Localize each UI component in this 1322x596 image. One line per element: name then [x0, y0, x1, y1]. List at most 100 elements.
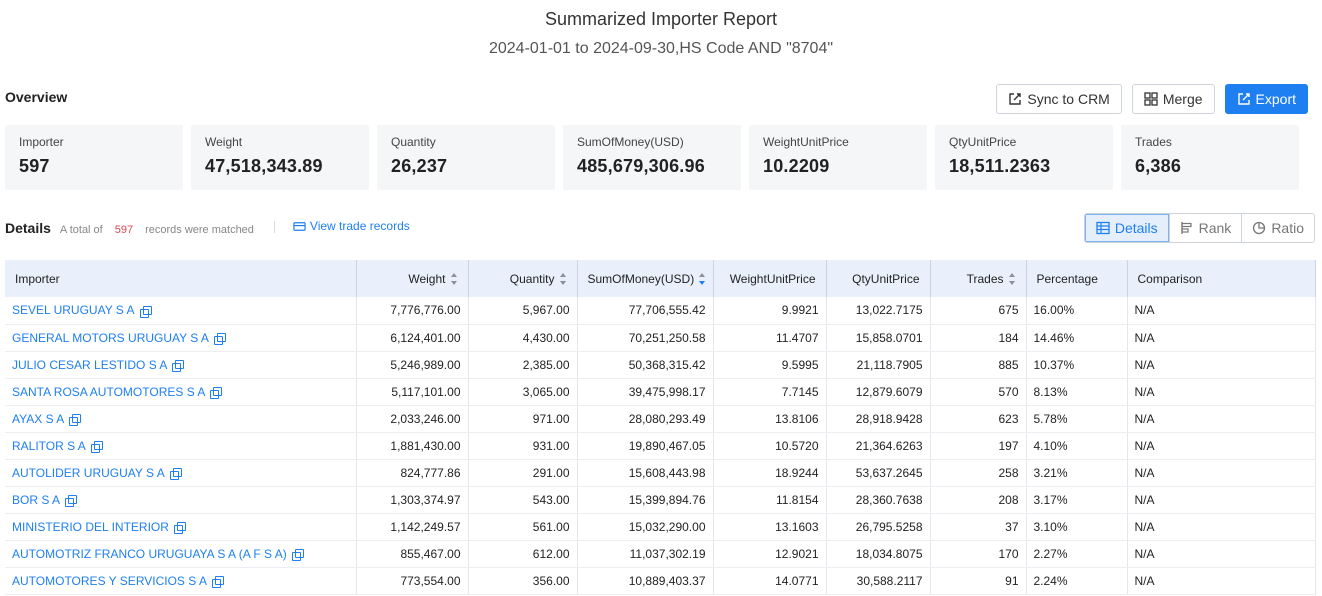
- importer-name-link[interactable]: RALITOR S A: [12, 438, 86, 453]
- copy-icon[interactable]: [139, 305, 152, 318]
- cell-sum-of-money: 15,399,894.76: [577, 486, 714, 514]
- cell-importer[interactable]: SANTA ROSA AUTOMOTORES S A: [5, 378, 357, 406]
- details-heading: Details: [5, 219, 51, 236]
- sort-icon[interactable]: [1008, 273, 1016, 286]
- card-importer: Importer 597: [5, 125, 183, 190]
- sort-desc-icon[interactable]: [699, 273, 706, 286]
- importer-name-link[interactable]: SANTA ROSA AUTOMOTORES S A: [12, 384, 206, 399]
- cell-qty-unit-price: 18,034.8075: [826, 540, 931, 568]
- cell-comparison: N/A: [1127, 405, 1316, 433]
- cell-sum-of-money: 28,080,293.49: [577, 405, 714, 433]
- sort-icon[interactable]: [559, 273, 567, 286]
- tab-rank[interactable]: Rank: [1168, 214, 1242, 242]
- tab-ratio[interactable]: Ratio: [1241, 214, 1314, 242]
- cell-importer[interactable]: MINISTERIO DEL INTERIOR: [5, 513, 357, 541]
- column-header-label: Comparison: [1137, 271, 1203, 286]
- column-header-label: Importer: [15, 271, 60, 286]
- cell-weight-unit-price: 9.5995: [713, 351, 827, 379]
- copy-icon[interactable]: [173, 521, 186, 534]
- importer-name-link[interactable]: GENERAL MOTORS URUGUAY S A: [12, 330, 209, 345]
- cell-importer[interactable]: BOR S A: [5, 486, 357, 514]
- view-trade-records-label: View trade records: [309, 219, 410, 233]
- copy-icon[interactable]: [291, 548, 304, 561]
- column-header-label: SumOfMoney(USD): [587, 271, 695, 286]
- cell-comparison: N/A: [1127, 378, 1316, 406]
- cell-quantity: 4,430.00: [468, 324, 578, 352]
- cell-comparison: N/A: [1127, 351, 1316, 379]
- cell-comparison: N/A: [1127, 297, 1316, 325]
- cell-comparison: N/A: [1127, 324, 1316, 352]
- cell-importer[interactable]: AYAX S A: [5, 405, 357, 433]
- card-value: 10.2209: [763, 156, 830, 176]
- merge-button[interactable]: Merge: [1131, 84, 1215, 114]
- cell-percentage: 16.00%: [1026, 297, 1128, 325]
- table-icon: [1096, 221, 1110, 235]
- copy-icon[interactable]: [169, 467, 182, 480]
- cell-weight: 1,142,249.57: [356, 513, 469, 541]
- cell-importer[interactable]: RALITOR S A: [5, 432, 357, 460]
- column-header-quantity[interactable]: Quantity: [468, 260, 578, 297]
- cell-weight-unit-price: 11.8154: [713, 486, 827, 514]
- cell-comparison: N/A: [1127, 486, 1316, 514]
- card-value: 6,386: [1135, 156, 1182, 176]
- column-header-sum-of-money[interactable]: SumOfMoney(USD): [577, 260, 714, 297]
- cell-trades: 208: [930, 486, 1027, 514]
- card-weight: Weight 47,518,343.89: [191, 125, 369, 190]
- column-header-label: Trades: [966, 271, 1004, 286]
- table-row: RALITOR S A 1,881,430.00 931.00 19,890,467.…: [5, 432, 1316, 460]
- cell-importer[interactable]: GENERAL MOTORS URUGUAY S A: [5, 324, 357, 352]
- importer-table: Importer Weight Quantity SumOfMoney(USD)…: [5, 260, 1316, 595]
- column-header-weight[interactable]: Weight: [356, 260, 469, 297]
- tab-details[interactable]: Details: [1084, 214, 1169, 242]
- cell-sum-of-money: 39,475,998.17: [577, 378, 714, 406]
- cell-importer[interactable]: JULIO CESAR LESTIDO S A: [5, 351, 357, 379]
- cell-comparison: N/A: [1127, 513, 1316, 541]
- cell-quantity: 561.00: [468, 513, 578, 541]
- cell-importer[interactable]: AUTOMOTRIZ FRANCO URUGUAYA S A (A F S A): [5, 540, 357, 568]
- cell-importer[interactable]: AUTOLIDER URUGUAY S A: [5, 459, 357, 487]
- copy-icon[interactable]: [213, 332, 226, 345]
- cell-sum-of-money: 19,890,467.05: [577, 432, 714, 460]
- copy-icon[interactable]: [210, 386, 223, 399]
- cell-weight: 855,467.00: [356, 540, 469, 568]
- view-switcher: Details Rank Ratio: [1083, 213, 1315, 243]
- cell-percentage: 5.78%: [1026, 405, 1128, 433]
- copy-icon[interactable]: [172, 359, 185, 372]
- table-row: AYAX S A 2,033,246.00 971.00 28,080,293.49 1…: [5, 405, 1316, 433]
- importer-name-link[interactable]: AUTOMOTORES Y SERVICIOS S A: [12, 573, 207, 588]
- table-row: BOR S A 1,303,374.97 543.00 15,399,894.76 11…: [5, 486, 1316, 514]
- importer-name-link[interactable]: MINISTERIO DEL INTERIOR: [12, 519, 169, 534]
- overview-cards: Importer 597 Weight 47,518,343.89 Quanti…: [5, 125, 1299, 190]
- report-subtitle: 2024-01-01 to 2024-09-30,HS Code AND "87…: [488, 40, 834, 57]
- cell-sum-of-money: 15,032,290.00: [577, 513, 714, 541]
- importer-name-link[interactable]: AUTOLIDER URUGUAY S A: [12, 465, 165, 480]
- card-label: Weight: [205, 135, 243, 149]
- sort-icon[interactable]: [450, 273, 458, 286]
- copy-icon[interactable]: [69, 413, 82, 426]
- cell-weight: 773,554.00: [356, 567, 469, 595]
- importer-name-link[interactable]: BOR S A: [12, 492, 61, 507]
- importer-name-link[interactable]: AUTOMOTRIZ FRANCO URUGUAYA S A (A F S A): [12, 546, 287, 561]
- cell-sum-of-money: 70,251,250.58: [577, 324, 714, 352]
- column-header-percentage: Percentage: [1026, 260, 1128, 297]
- copy-icon[interactable]: [65, 494, 78, 507]
- cell-quantity: 356.00: [468, 567, 578, 595]
- card-value: 26,237: [391, 156, 448, 176]
- tab-details-label: Details: [1114, 220, 1158, 236]
- copy-icon[interactable]: [90, 440, 103, 453]
- column-header-trades[interactable]: Trades: [930, 260, 1027, 297]
- export-button[interactable]: Export: [1224, 84, 1308, 114]
- cell-weight: 2,033,246.00: [356, 405, 469, 433]
- cell-importer[interactable]: SEVEL URUGUAY S A: [5, 297, 357, 325]
- copy-icon[interactable]: [211, 575, 224, 588]
- cell-qty-unit-price: 53,637.2645: [826, 459, 931, 487]
- cell-importer[interactable]: AUTOMOTORES Y SERVICIOS S A: [5, 567, 357, 595]
- cell-comparison: N/A: [1127, 540, 1316, 568]
- importer-name-link[interactable]: JULIO CESAR LESTIDO S A: [12, 357, 168, 372]
- importer-name-link[interactable]: SEVEL URUGUAY S A: [12, 303, 135, 318]
- cell-percentage: 14.46%: [1026, 324, 1128, 352]
- cell-weight-unit-price: 18.9244: [713, 459, 827, 487]
- view-trade-records-link[interactable]: View trade records: [293, 219, 410, 233]
- sync-to-crm-button[interactable]: Sync to CRM: [996, 84, 1122, 114]
- importer-name-link[interactable]: AYAX S A: [12, 411, 65, 426]
